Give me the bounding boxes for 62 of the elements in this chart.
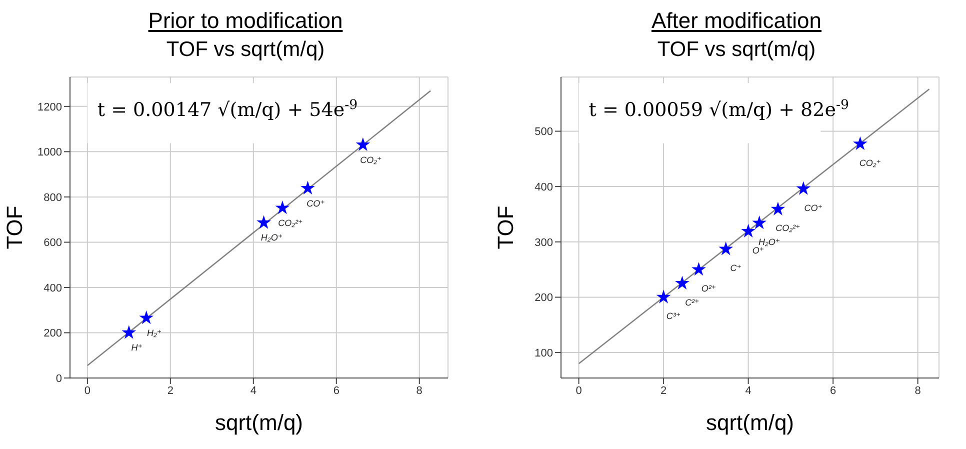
point — [796, 181, 811, 195]
chart-title: After modification — [650, 8, 822, 35]
annotation: C²⁺ — [685, 298, 700, 308]
annotation: CO₂⁺ — [859, 158, 882, 168]
annotation: CO⁺ — [804, 203, 823, 214]
annotation: H⁺ — [131, 343, 143, 354]
y-tick-label: 400 — [44, 282, 62, 294]
annotation: CO⁺ — [306, 198, 326, 209]
annotation: CO₂²⁺ — [776, 224, 801, 234]
y-axis-title: TOF — [2, 206, 27, 250]
point — [741, 224, 756, 238]
x-tick-label: 2 — [660, 384, 667, 397]
x-tick-label: 4 — [745, 384, 752, 397]
y-tick-label: 100 — [534, 347, 553, 360]
chart-title: Prior to modification — [147, 8, 344, 35]
x-tick-label: 0 — [576, 384, 582, 397]
y-tick-label: 1200 — [38, 101, 62, 114]
x-tick-label: 2 — [167, 384, 174, 397]
y-axis-title: TOF — [493, 206, 518, 250]
point — [656, 290, 671, 304]
annotation: CO₂⁺ — [360, 155, 382, 166]
annotation: O²⁺ — [701, 284, 716, 294]
annotation: C³⁺ — [666, 312, 681, 322]
x-tick-label: 8 — [914, 384, 921, 397]
x-tick-label: 6 — [830, 384, 836, 397]
x-tick-label: 4 — [250, 384, 256, 397]
point — [718, 242, 734, 256]
annotation: O⁺ — [752, 246, 764, 256]
x-axis-title: sqrt(m/q) — [706, 410, 794, 435]
annotation: CO₂²⁺ — [278, 218, 304, 228]
point — [752, 216, 767, 230]
point — [356, 137, 370, 152]
x-tick-label: 0 — [84, 384, 90, 397]
annotation: t = 0.00059 √(m/q) + 82e$^{-9}$ — [588, 98, 849, 122]
x-tick-label: 8 — [416, 384, 422, 397]
y-tick-label: 300 — [534, 236, 553, 249]
annotation: t = 0.00147 √(m/q) + 54e$^{-9}$ — [97, 98, 358, 122]
point — [675, 276, 690, 290]
y-tick-label: 800 — [44, 192, 62, 204]
point — [275, 200, 290, 214]
point — [122, 325, 136, 339]
annotation: H₂O⁺ — [260, 233, 283, 244]
annotation: C⁺ — [730, 263, 742, 274]
y-tick-label: 400 — [534, 181, 553, 194]
y-tick-label: 200 — [534, 292, 553, 304]
point — [853, 136, 868, 150]
x-tick-label: 6 — [333, 384, 340, 397]
y-tick-label: 1000 — [38, 146, 62, 159]
y-tick-label: 600 — [44, 237, 62, 250]
point — [300, 180, 315, 194]
y-tick-label: 0 — [56, 372, 62, 385]
y-tick-label: 200 — [44, 328, 62, 340]
point — [770, 202, 786, 216]
y-tick-label: 500 — [534, 126, 553, 138]
chart-subtitle: TOF vs sqrt(m/q) — [656, 38, 817, 63]
chart-subtitle: TOF vs sqrt(m/q) — [165, 38, 326, 63]
annotation: H₂⁺ — [147, 328, 162, 338]
annotation: H₂O⁺ — [758, 237, 780, 248]
point — [139, 310, 154, 324]
x-axis-title: sqrt(m/q) — [215, 410, 303, 435]
point — [692, 262, 706, 276]
point — [256, 215, 271, 229]
